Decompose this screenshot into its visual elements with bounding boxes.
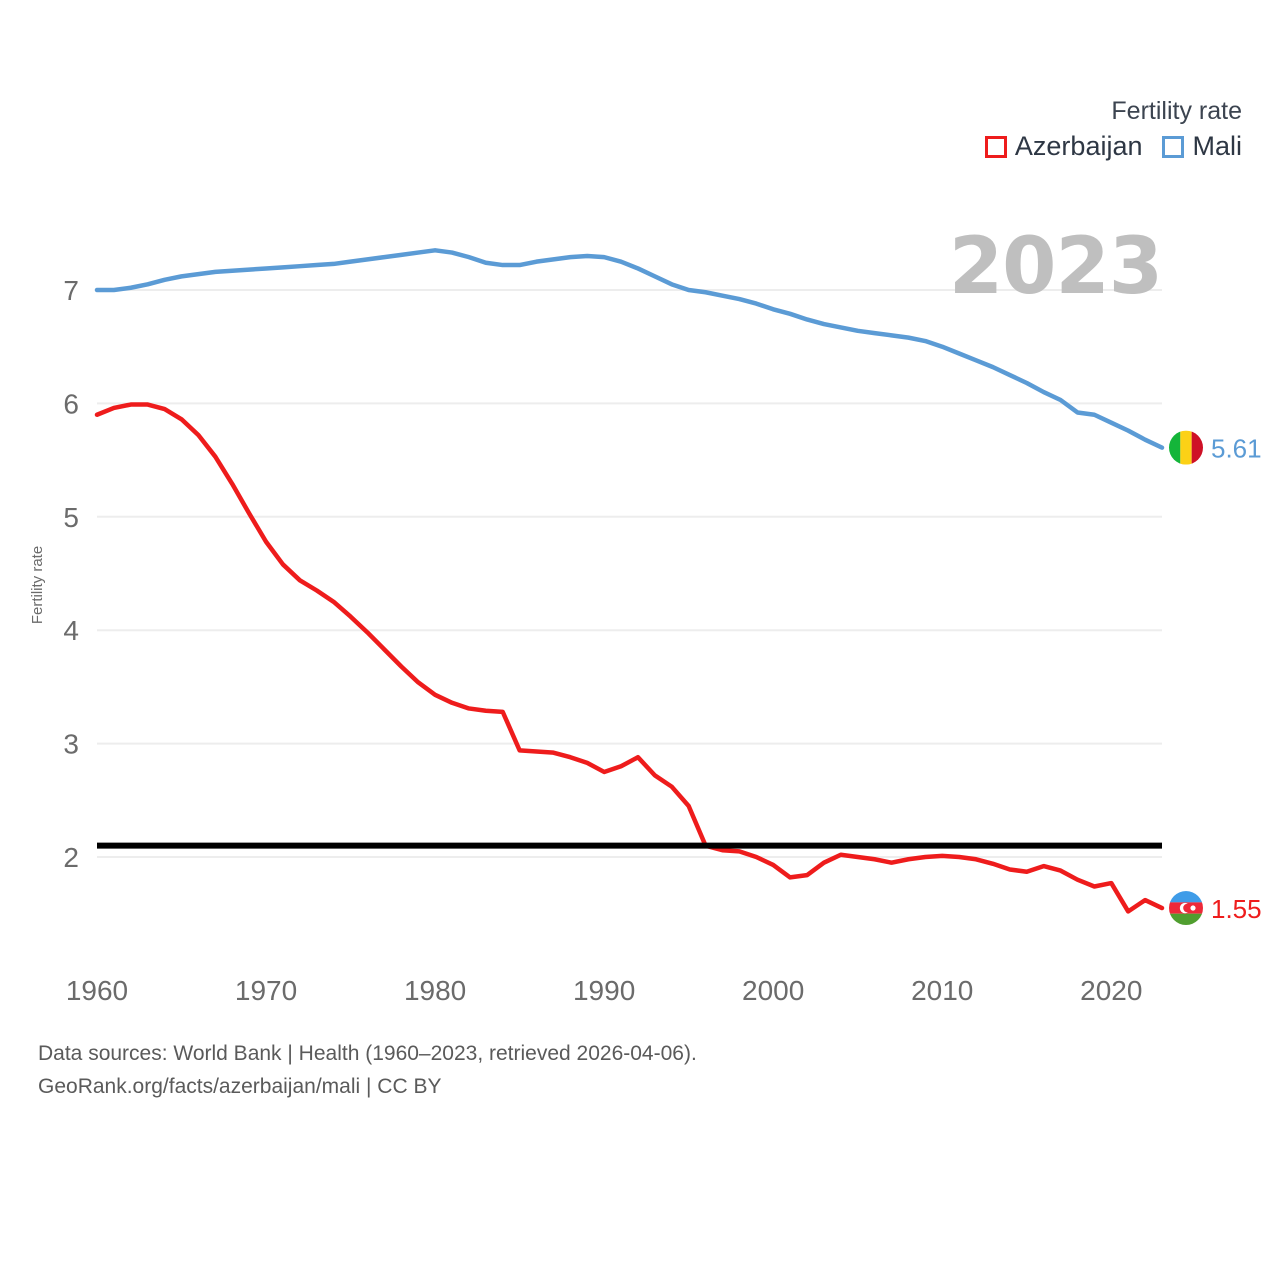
footer-line-sources: Data sources: World Bank | Health (1960–… [38, 1042, 697, 1065]
x-axis-tick-label: 1960 [66, 975, 128, 1006]
y-axis-tick-label: 3 [63, 729, 79, 760]
x-axis-tick-label: 2010 [911, 975, 973, 1006]
legend-label-azerbaijan: Azerbaijan [1014, 131, 1143, 162]
footer-line-license: GeoRank.org/facts/azerbaijan/mali | CC B… [38, 1074, 442, 1098]
y-axis-tick-label: 7 [63, 275, 79, 306]
series-lines-group [94, 248, 1165, 914]
y-axis-tick-label: 4 [63, 615, 79, 646]
azerbaijan-flag-icon [1169, 891, 1203, 926]
legend-item-azerbaijan[interactable]: Azerbaijan [984, 131, 1143, 162]
legend-item-mali[interactable]: Mali [1162, 133, 1242, 160]
legend-title: Fertility rate [1111, 97, 1242, 125]
mali-end-value: 5.61 [1211, 434, 1262, 464]
gridlines-group [97, 289, 1162, 858]
legend-label-mali: Mali [1192, 131, 1242, 162]
y-axis-label: Fertility rate [29, 546, 46, 624]
legend-swatch-icon [984, 135, 1007, 158]
end-point-markers-group: 1.55 5.61 [1169, 430, 1262, 926]
x-axis-tick-label: 2000 [742, 975, 804, 1006]
x-axis-tick-label: 1980 [404, 975, 466, 1006]
x-axis-tick-label: 1990 [573, 975, 635, 1006]
y-axis-tick-label: 2 [63, 842, 79, 873]
mali-flag-icon [1169, 430, 1203, 465]
series-line-mali [94, 248, 1165, 450]
legend-swatch-icon [1162, 135, 1185, 158]
y-axis-tick-label: 5 [63, 502, 79, 533]
x-axis-tick-label: 1970 [235, 975, 297, 1006]
legend: Fertility rate Azerbaijan Mali [984, 96, 1242, 162]
azerbaijan-end-value: 1.55 [1211, 894, 1262, 924]
y-axis-tick-labels: 2 3 4 5 6 7 [63, 275, 79, 873]
legend-items: Azerbaijan Mali [984, 131, 1242, 162]
footer-attribution: Data sources: World Bank | Health (1960–… [38, 1038, 697, 1103]
y-axis-tick-label: 6 [63, 388, 79, 419]
year-watermark: 2023 [948, 222, 1163, 312]
x-axis-tick-label: 2020 [1080, 975, 1142, 1006]
x-axis-tick-labels: 1960 1970 1980 1990 2000 2010 2020 [66, 975, 1143, 1006]
series-line-azerbaijan [94, 402, 1165, 914]
